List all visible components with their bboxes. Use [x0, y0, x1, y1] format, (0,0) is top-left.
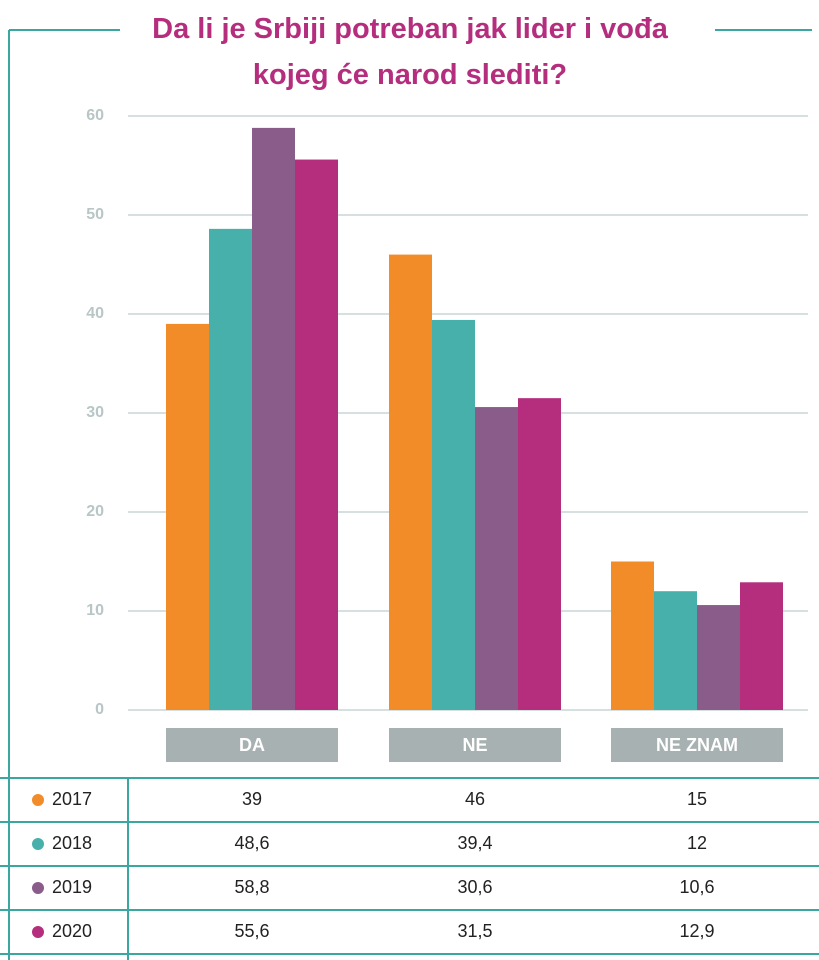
legend-label: 2017 [52, 789, 92, 809]
table-value: 55,6 [234, 921, 269, 941]
table-value: 48,6 [234, 833, 269, 853]
bar [518, 398, 561, 710]
table-value: 39,4 [457, 833, 492, 853]
category-box [611, 728, 783, 762]
y-tick-label: 60 [86, 107, 104, 124]
table-value: 46 [465, 789, 485, 809]
y-tick-label: 30 [86, 404, 104, 421]
bar [295, 159, 338, 710]
bar [740, 582, 783, 710]
legend-label: 2018 [52, 833, 92, 853]
category-box [389, 728, 561, 762]
bar [611, 561, 654, 710]
bar [475, 407, 518, 710]
y-tick-label: 10 [86, 602, 104, 619]
y-tick-label: 40 [86, 305, 104, 322]
table-value: 58,8 [234, 877, 269, 897]
table-value: 15 [687, 789, 707, 809]
table-value: 39 [242, 789, 262, 809]
y-tick-label: 0 [95, 701, 104, 718]
y-tick-label: 20 [86, 503, 104, 520]
legend-dot [32, 926, 44, 938]
legend-label: 2019 [52, 877, 92, 897]
table-value: 30,6 [457, 877, 492, 897]
bar [654, 591, 697, 710]
table-value: 10,6 [679, 877, 714, 897]
legend-dot [32, 882, 44, 894]
bar [209, 228, 252, 711]
x-tick-label: NE [462, 735, 487, 755]
bar [166, 323, 209, 710]
bar [697, 605, 740, 710]
y-tick-label: 50 [86, 206, 104, 223]
x-tick-label: NE ZNAM [656, 735, 738, 755]
legend-dot [32, 794, 44, 806]
category-box [166, 728, 338, 762]
table-value: 12 [687, 833, 707, 853]
legend-label: 2020 [52, 921, 92, 941]
table-value: 12,9 [679, 921, 714, 941]
chart-title: Da li je Srbiji potreban jak lider i vođ… [120, 6, 700, 98]
legend-dot [32, 838, 44, 850]
table-value: 31,5 [457, 921, 492, 941]
bar [389, 254, 432, 710]
bar [252, 127, 295, 710]
bar [432, 319, 475, 710]
x-tick-label: DA [239, 735, 265, 755]
